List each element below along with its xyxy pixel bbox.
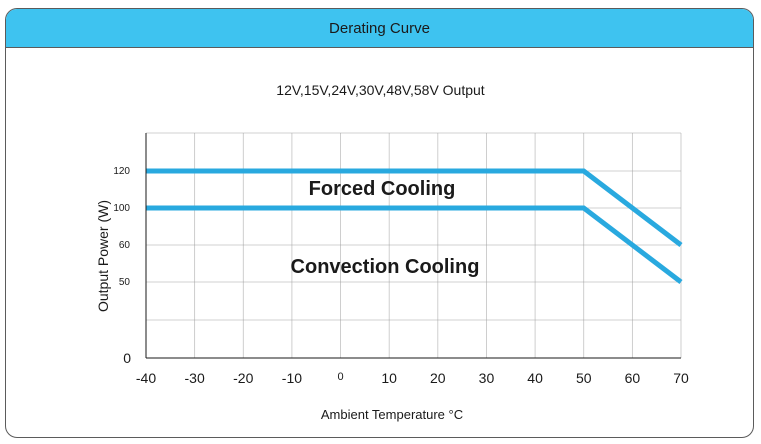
x-tick-label: 10: [381, 370, 397, 386]
chart-axes: [145, 133, 681, 359]
plot-background: [146, 133, 681, 358]
x-tick-label: 0: [337, 371, 343, 383]
chart-lines: [146, 168, 683, 284]
card-header: Derating Curve: [6, 9, 753, 48]
x-tick-label: -40: [136, 370, 156, 386]
y-tick-label: 120: [113, 166, 130, 177]
x-axis-label: Ambient Temperature °C: [321, 407, 463, 422]
chart-labels: -40 -30 -20 -10 0 10 20 30 40 50 60 70 120 100 60 50 0 Am…: [95, 166, 689, 422]
x-tick-label: -30: [185, 370, 205, 386]
y-axis-label: Output Power (W): [95, 200, 111, 312]
x-tick-label: 20: [430, 370, 446, 386]
chart-title: 12V,15V,24V,30V,48V,58V Output: [276, 82, 485, 98]
x-tick-label: -10: [282, 370, 302, 386]
convection-cooling-line: [146, 205, 683, 284]
y-tick-label: 60: [119, 240, 131, 251]
y-tick-label: 100: [113, 203, 130, 214]
y-tick-label: 50: [119, 277, 131, 288]
x-tick-label: 30: [479, 370, 495, 386]
x-tick-label: 50: [576, 370, 592, 386]
y-tick-label: 0: [123, 350, 131, 366]
x-tick-label: 60: [625, 370, 641, 386]
forced-cooling-label: Forced Cooling: [309, 178, 456, 200]
card-title: Derating Curve: [329, 19, 430, 37]
x-tick-label: -20: [233, 370, 253, 386]
forced-cooling-line: [146, 168, 683, 247]
convection-cooling-label: Convection Cooling: [291, 256, 480, 278]
x-tick-label: 70: [673, 370, 689, 386]
x-tick-label: 40: [527, 370, 543, 386]
chart-grid: [145, 132, 682, 359]
